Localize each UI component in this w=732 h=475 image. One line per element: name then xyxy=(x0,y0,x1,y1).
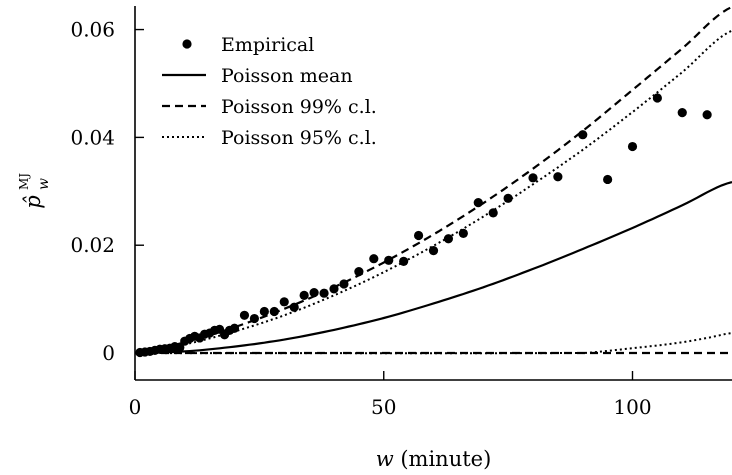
empirical-point xyxy=(354,267,364,277)
legend-marker-empirical xyxy=(182,39,192,49)
y-tick-label: 0.02 xyxy=(70,233,115,257)
empirical-point xyxy=(473,198,483,208)
y-axis-symbol: p̂ xyxy=(21,195,45,208)
empirical-point xyxy=(603,174,613,185)
empirical-point xyxy=(578,130,588,140)
empirical-point xyxy=(399,256,409,266)
empirical-point xyxy=(239,310,250,320)
y-axis-title: p̂ w MJ xyxy=(17,173,52,209)
empirical-point xyxy=(503,193,513,203)
x-axis-title: w (minute) xyxy=(376,447,492,471)
empirical-point xyxy=(553,172,563,182)
legend-label: Poisson mean xyxy=(221,65,353,87)
empirical-point xyxy=(329,284,339,294)
y-tick-label: 0.06 xyxy=(70,18,115,42)
x-tick-label: 50 xyxy=(371,395,396,419)
empirical-point xyxy=(339,279,349,289)
empirical-point xyxy=(299,290,309,300)
empirical-point xyxy=(413,230,424,241)
empirical-point xyxy=(175,343,185,353)
poisson-mean-line xyxy=(135,181,732,355)
empirical-point xyxy=(319,288,329,298)
empirical-point xyxy=(627,141,638,152)
poisson-99-upper-line xyxy=(134,5,732,355)
empirical-point xyxy=(369,254,379,264)
empirical-point xyxy=(702,110,712,120)
y-tick-label: 0.04 xyxy=(70,125,115,149)
empirical-point xyxy=(269,306,279,317)
empirical-point xyxy=(289,302,299,312)
empirical-point xyxy=(677,107,687,118)
empirical-point xyxy=(279,297,289,307)
empirical-point xyxy=(652,93,662,103)
empirical-point xyxy=(249,313,259,324)
empirical-point xyxy=(259,306,269,317)
empirical-point xyxy=(488,208,498,218)
empirical-point xyxy=(458,228,468,238)
legend: Empirical Poisson mean Poisson 99% c.l. Poi… xyxy=(162,34,377,149)
legend-label: Poisson 95% c.l. xyxy=(221,127,377,149)
plot-axes xyxy=(134,6,732,381)
y-axis-superscript: MJ xyxy=(17,173,31,190)
poisson-95-lower-line xyxy=(134,332,732,355)
legend-label: Poisson 99% c.l. xyxy=(221,96,377,118)
empirical-point xyxy=(428,246,439,256)
empirical-point xyxy=(528,173,538,183)
axis-titles: w (minute) p̂ w MJ xyxy=(17,173,491,471)
empirical-point xyxy=(384,255,394,265)
empirical-point xyxy=(443,234,454,244)
empirical-points xyxy=(135,93,712,358)
x-tick-label: 0 xyxy=(129,395,142,419)
x-axis-unit: (minute) xyxy=(394,447,492,471)
x-tick-label: 100 xyxy=(613,395,651,419)
legend-label: Empirical xyxy=(221,34,314,56)
axis-ticks: 0 0.02 0.04 0.06 0 50 100 xyxy=(70,18,651,419)
y-axis-subscript: w xyxy=(36,178,52,190)
empirical-point xyxy=(309,288,319,298)
x-axis-variable: w xyxy=(376,447,394,471)
y-tick-label: 0 xyxy=(102,341,115,365)
plot-series xyxy=(134,5,732,355)
empirical-point xyxy=(229,323,240,333)
